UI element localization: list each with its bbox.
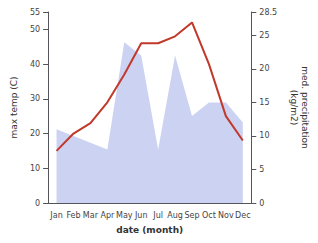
svg-text:date (month): date (month) xyxy=(116,225,183,235)
svg-text:Sep: Sep xyxy=(184,211,199,220)
svg-text:Oct: Oct xyxy=(202,211,216,220)
svg-text:max temp (C): max temp (C) xyxy=(9,76,19,138)
svg-text:Jun: Jun xyxy=(134,211,148,220)
svg-text:50: 50 xyxy=(30,25,40,34)
svg-text:Nov: Nov xyxy=(218,211,234,220)
svg-text:20: 20 xyxy=(30,129,40,138)
svg-text:Jan: Jan xyxy=(49,211,62,220)
svg-text:55: 55 xyxy=(30,8,40,17)
svg-text:0: 0 xyxy=(259,199,264,208)
svg-text:10: 10 xyxy=(30,164,40,173)
svg-text:Aug: Aug xyxy=(167,211,183,220)
svg-text:40: 40 xyxy=(30,60,40,69)
svg-text:30: 30 xyxy=(30,94,40,103)
svg-text:0: 0 xyxy=(35,199,40,208)
svg-text:May: May xyxy=(116,211,133,220)
svg-text:Feb: Feb xyxy=(66,211,80,220)
svg-text:med. precipitation: med. precipitation xyxy=(300,66,310,148)
svg-text:25: 25 xyxy=(259,31,269,40)
svg-text:10: 10 xyxy=(259,131,269,140)
svg-text:Jul: Jul xyxy=(152,211,163,220)
svg-text:28.5: 28.5 xyxy=(259,8,277,17)
svg-text:Dec: Dec xyxy=(235,211,250,220)
svg-text:15: 15 xyxy=(259,98,269,107)
svg-text:Mar: Mar xyxy=(83,211,99,220)
svg-text:(kg/m2): (kg/m2) xyxy=(289,90,299,125)
svg-text:20: 20 xyxy=(259,64,269,73)
svg-text:5: 5 xyxy=(259,165,264,174)
svg-text:Apr: Apr xyxy=(100,211,115,220)
